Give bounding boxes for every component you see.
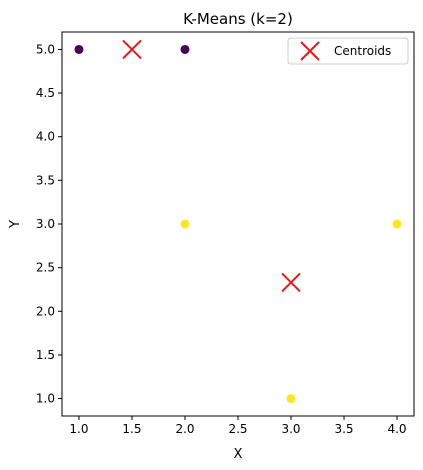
y-tick-label: 2.5 xyxy=(36,261,55,275)
cluster-1-point xyxy=(286,394,296,404)
y-tick-label: 1.5 xyxy=(36,348,55,362)
centroid-markers xyxy=(122,39,301,293)
x-tick-label: 4.0 xyxy=(387,422,406,436)
y-tick-label: 1.0 xyxy=(36,392,55,406)
x-tick-label: 2.0 xyxy=(175,422,194,436)
x-tick-label: 2.5 xyxy=(228,422,247,436)
chart-title: K-Means (k=2) xyxy=(183,10,293,28)
legend-cross-icon xyxy=(300,41,320,61)
centroid-marker xyxy=(122,39,142,60)
y-tick-label: 3.5 xyxy=(36,173,55,187)
cluster-0-point xyxy=(180,44,190,54)
cluster-0-point xyxy=(74,44,84,54)
x-tick-label: 3.0 xyxy=(281,422,300,436)
y-tick-label: 4.0 xyxy=(36,130,55,144)
x-axis-ticks: 1.0 1.5 2.0 2.5 3.0 3.5 4.0 xyxy=(69,416,407,436)
legend-label-centroids: Centroids xyxy=(334,44,391,58)
y-tick-label: 2.0 xyxy=(36,304,55,318)
y-axis-ticks: 1.0 1.5 2.0 2.5 3.0 3.5 4.0 4.5 5.0 xyxy=(36,42,62,406)
cluster-1-point xyxy=(392,219,402,229)
legend: Centroids xyxy=(287,37,409,65)
x-tick-label: 1.0 xyxy=(69,422,88,436)
y-axis-label: Y xyxy=(8,220,23,229)
y-tick-label: 4.5 xyxy=(36,86,55,100)
legend-centroid-marker xyxy=(300,41,320,61)
y-tick-label: 3.0 xyxy=(36,217,55,231)
x-tick-label: 3.5 xyxy=(334,422,353,436)
centroid-marker xyxy=(281,272,301,293)
y-tick-label: 5.0 xyxy=(36,42,55,56)
legend-box xyxy=(287,37,409,65)
data-points xyxy=(74,44,402,404)
plot-area xyxy=(61,31,415,417)
x-tick-label: 1.5 xyxy=(122,422,141,436)
x-axis-label: X xyxy=(234,447,243,462)
cluster-1-point xyxy=(180,219,190,229)
